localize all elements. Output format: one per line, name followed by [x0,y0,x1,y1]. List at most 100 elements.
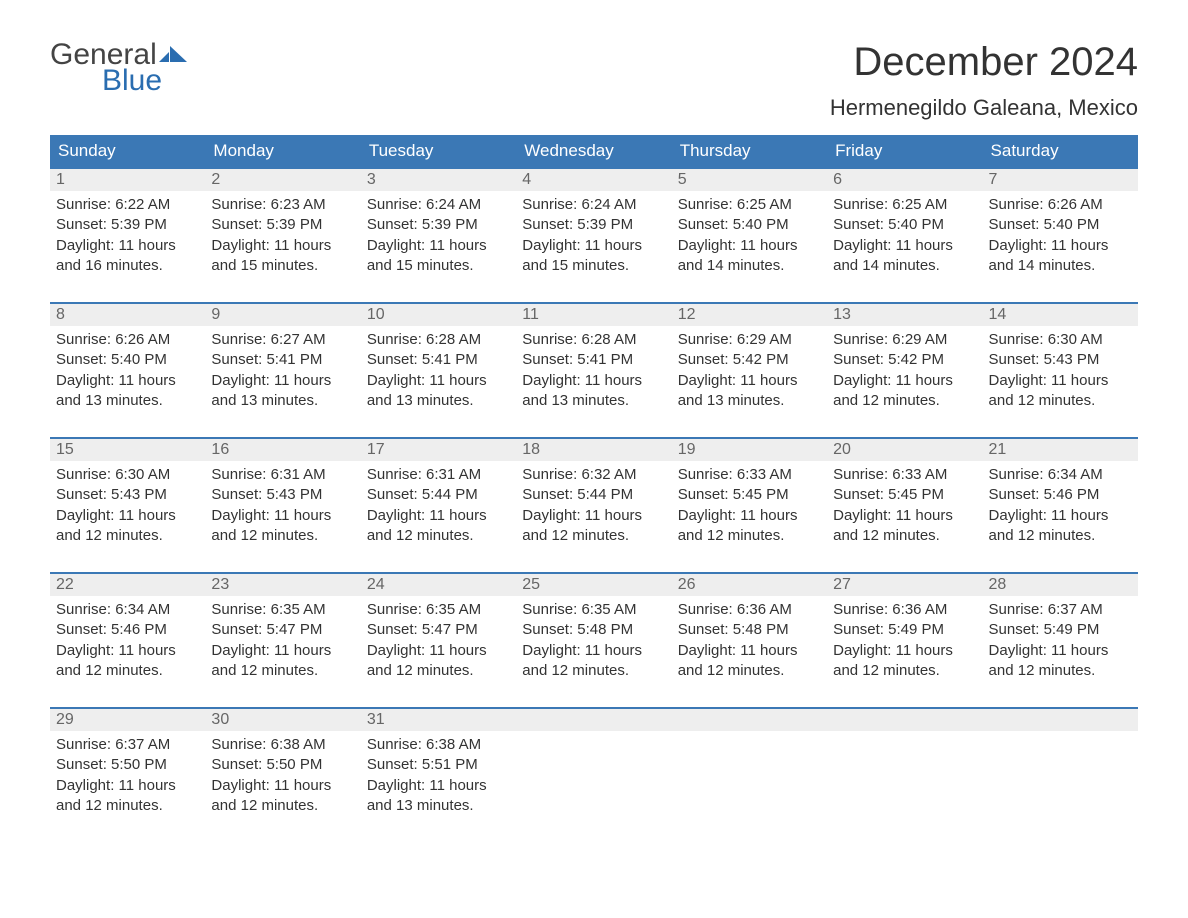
sunrise-text: Sunrise: 6:27 AM [211,330,354,350]
calendar-day: 3Sunrise: 6:24 AMSunset: 5:39 PMDaylight… [361,169,516,280]
sunset-text: Sunset: 5:47 PM [367,620,510,640]
calendar-day: 14Sunrise: 6:30 AMSunset: 5:43 PMDayligh… [983,304,1138,415]
day-details: Sunrise: 6:32 AMSunset: 5:44 PMDaylight:… [516,461,671,550]
day-number: 18 [516,439,671,461]
sunrise-text: Sunrise: 6:24 AM [522,195,665,215]
calendar-day: 2Sunrise: 6:23 AMSunset: 5:39 PMDaylight… [205,169,360,280]
calendar-day: 12Sunrise: 6:29 AMSunset: 5:42 PMDayligh… [672,304,827,415]
sunrise-text: Sunrise: 6:25 AM [833,195,976,215]
calendar-day: 4Sunrise: 6:24 AMSunset: 5:39 PMDaylight… [516,169,671,280]
weekday-header: Saturday [983,135,1138,167]
daylight-text: and 12 minutes. [522,661,665,681]
calendar-day: 16Sunrise: 6:31 AMSunset: 5:43 PMDayligh… [205,439,360,550]
location-subtitle: Hermenegildo Galeana, Mexico [830,95,1138,121]
daylight-text: Daylight: 11 hours [989,641,1132,661]
day-number: 29 [50,709,205,731]
sunrise-text: Sunrise: 6:28 AM [367,330,510,350]
calendar-day: 26Sunrise: 6:36 AMSunset: 5:48 PMDayligh… [672,574,827,685]
day-number: 16 [205,439,360,461]
sunset-text: Sunset: 5:51 PM [367,755,510,775]
day-number [672,709,827,731]
sunset-text: Sunset: 5:46 PM [989,485,1132,505]
daylight-text: and 12 minutes. [211,526,354,546]
sunset-text: Sunset: 5:39 PM [522,215,665,235]
daylight-text: and 12 minutes. [989,526,1132,546]
day-number: 10 [361,304,516,326]
daylight-text: and 12 minutes. [833,661,976,681]
sunset-text: Sunset: 5:41 PM [211,350,354,370]
logo-text-blue: Blue [102,66,189,96]
sunset-text: Sunset: 5:42 PM [678,350,821,370]
sunrise-text: Sunrise: 6:28 AM [522,330,665,350]
sunset-text: Sunset: 5:39 PM [56,215,199,235]
daylight-text: Daylight: 11 hours [56,506,199,526]
calendar-day: 5Sunrise: 6:25 AMSunset: 5:40 PMDaylight… [672,169,827,280]
daylight-text: and 12 minutes. [367,661,510,681]
sunrise-text: Sunrise: 6:25 AM [678,195,821,215]
daylight-text: Daylight: 11 hours [56,641,199,661]
sunset-text: Sunset: 5:47 PM [211,620,354,640]
daylight-text: Daylight: 11 hours [678,641,821,661]
sunset-text: Sunset: 5:49 PM [833,620,976,640]
weekday-header: Tuesday [361,135,516,167]
calendar-day: 1Sunrise: 6:22 AMSunset: 5:39 PMDaylight… [50,169,205,280]
daylight-text: Daylight: 11 hours [211,641,354,661]
daylight-text: and 12 minutes. [833,391,976,411]
day-number: 8 [50,304,205,326]
weekday-header: Wednesday [516,135,671,167]
sunset-text: Sunset: 5:43 PM [56,485,199,505]
sunrise-text: Sunrise: 6:24 AM [367,195,510,215]
day-details: Sunrise: 6:37 AMSunset: 5:50 PMDaylight:… [50,731,205,820]
calendar-table: SundayMondayTuesdayWednesdayThursdayFrid… [50,135,1138,820]
calendar-day: 24Sunrise: 6:35 AMSunset: 5:47 PMDayligh… [361,574,516,685]
sunset-text: Sunset: 5:43 PM [211,485,354,505]
day-details: Sunrise: 6:31 AMSunset: 5:44 PMDaylight:… [361,461,516,550]
daylight-text: Daylight: 11 hours [678,236,821,256]
sunrise-text: Sunrise: 6:31 AM [367,465,510,485]
daylight-text: and 15 minutes. [522,256,665,276]
day-details: Sunrise: 6:34 AMSunset: 5:46 PMDaylight:… [50,596,205,685]
day-number [827,709,982,731]
daylight-text: and 15 minutes. [211,256,354,276]
calendar-day: 8Sunrise: 6:26 AMSunset: 5:40 PMDaylight… [50,304,205,415]
day-number: 7 [983,169,1138,191]
day-number: 20 [827,439,982,461]
day-number: 9 [205,304,360,326]
daylight-text: Daylight: 11 hours [211,371,354,391]
sunset-text: Sunset: 5:46 PM [56,620,199,640]
day-number: 17 [361,439,516,461]
daylight-text: Daylight: 11 hours [678,506,821,526]
sunrise-text: Sunrise: 6:22 AM [56,195,199,215]
sunset-text: Sunset: 5:43 PM [989,350,1132,370]
sunset-text: Sunset: 5:49 PM [989,620,1132,640]
day-number: 24 [361,574,516,596]
calendar-day: 31Sunrise: 6:38 AMSunset: 5:51 PMDayligh… [361,709,516,820]
daylight-text: and 12 minutes. [211,796,354,816]
daylight-text: Daylight: 11 hours [833,236,976,256]
day-number: 21 [983,439,1138,461]
day-details: Sunrise: 6:38 AMSunset: 5:50 PMDaylight:… [205,731,360,820]
calendar-day: 7Sunrise: 6:26 AMSunset: 5:40 PMDaylight… [983,169,1138,280]
sunset-text: Sunset: 5:41 PM [367,350,510,370]
daylight-text: Daylight: 11 hours [367,776,510,796]
daylight-text: and 12 minutes. [522,526,665,546]
sunrise-text: Sunrise: 6:29 AM [833,330,976,350]
sunset-text: Sunset: 5:45 PM [678,485,821,505]
calendar-week: 22Sunrise: 6:34 AMSunset: 5:46 PMDayligh… [50,572,1138,685]
sunset-text: Sunset: 5:39 PM [367,215,510,235]
day-number: 11 [516,304,671,326]
daylight-text: Daylight: 11 hours [833,641,976,661]
calendar-day: 9 Sunrise: 6:27 AMSunset: 5:41 PMDaylight… [205,304,360,415]
day-details: Sunrise: 6:35 AMSunset: 5:47 PMDaylight:… [361,596,516,685]
sunrise-text: Sunrise: 6:36 AM [678,600,821,620]
day-details: Sunrise: 6:36 AMSunset: 5:49 PMDaylight:… [827,596,982,685]
calendar-day: 29Sunrise: 6:37 AMSunset: 5:50 PMDayligh… [50,709,205,820]
daylight-text: and 12 minutes. [56,796,199,816]
sunrise-text: Sunrise: 6:35 AM [522,600,665,620]
day-number: 2 [205,169,360,191]
day-details: Sunrise: 6:26 AMSunset: 5:40 PMDaylight:… [50,326,205,415]
daylight-text: Daylight: 11 hours [56,236,199,256]
day-number [516,709,671,731]
day-number: 13 [827,304,982,326]
daylight-text: Daylight: 11 hours [989,236,1132,256]
